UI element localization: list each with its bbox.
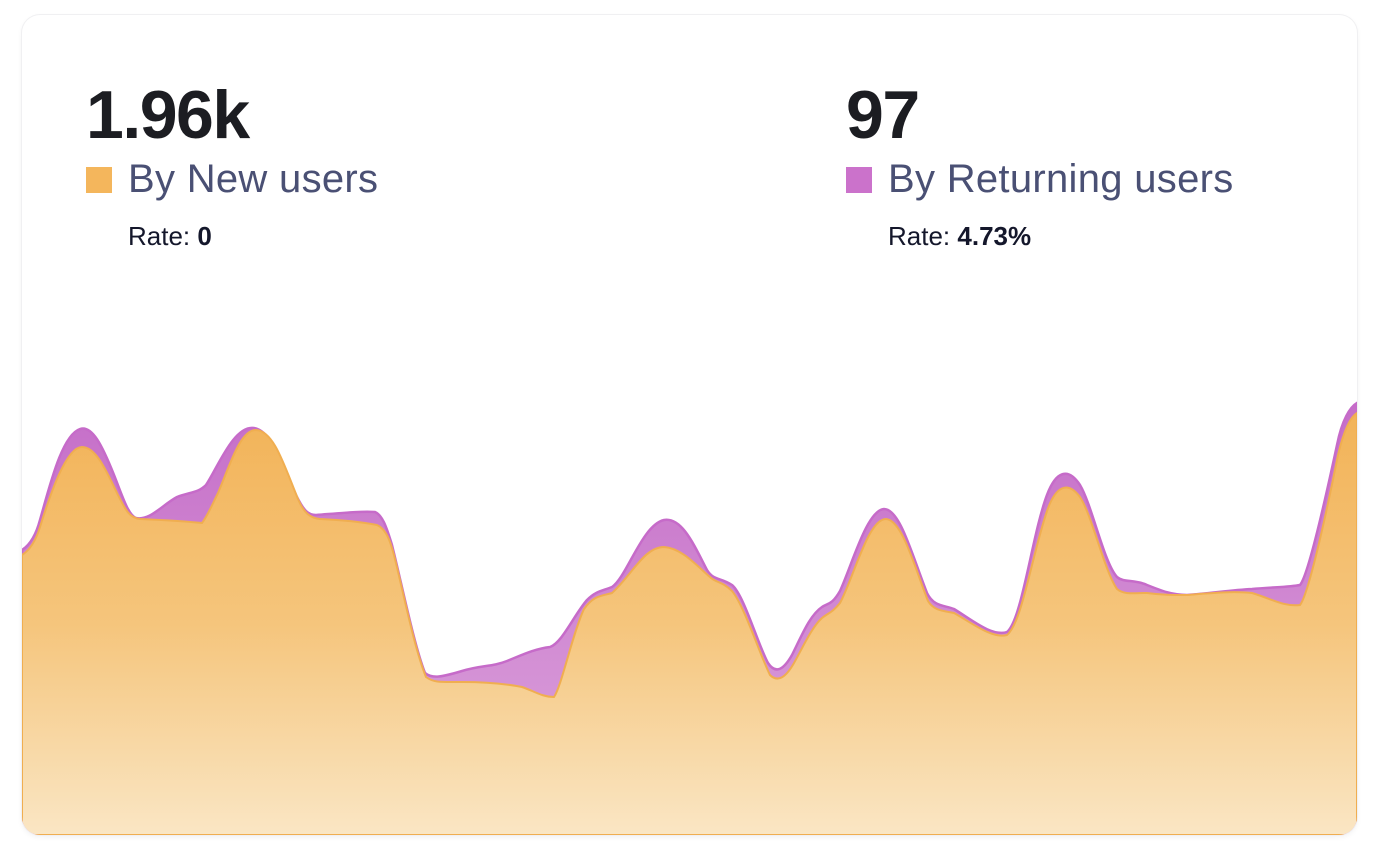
new-users-value: 1.96k: [86, 77, 250, 153]
returning-users-rate-label: Rate:: [888, 221, 951, 251]
new-users-stat: 1.96k By New users Rate: 0: [86, 77, 378, 251]
returning-users-rate-value: 4.73%: [957, 221, 1032, 251]
new-users-legend: By New users: [86, 157, 378, 201]
new-users-area: [22, 411, 1357, 835]
returning-users-value: 97: [846, 77, 920, 153]
returning-users-legend: By Returning users: [846, 157, 1234, 201]
new-users-swatch-icon: [86, 167, 112, 193]
new-users-label: By New users: [128, 157, 379, 201]
new-users-rate-label: Rate:: [128, 221, 191, 251]
returning-users-label: By Returning users: [888, 157, 1234, 201]
returning-users-swatch-icon: [846, 167, 872, 193]
returning-users-stat: 97 By Returning users Rate: 4.73%: [846, 77, 1234, 251]
stacked-area-chart: [22, 401, 1357, 835]
new-users-rate-value: 0: [197, 221, 212, 251]
new-users-rate: Rate: 0: [128, 221, 378, 251]
stats-card: 1.96k By New users Rate: 0 97 By Returni…: [22, 15, 1357, 835]
returning-users-rate: Rate: 4.73%: [888, 221, 1234, 251]
